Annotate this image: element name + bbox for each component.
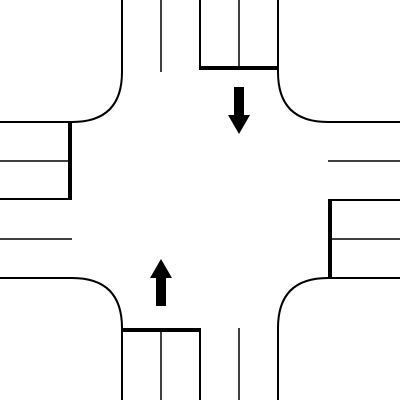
curb-northwest (0, 0, 123, 123)
east-approach (328, 160, 400, 278)
curb-northeast (277, 0, 400, 123)
north-approach (160, 0, 278, 72)
arrow-up-icon (150, 259, 172, 306)
arrow-down-icon (228, 87, 250, 134)
west-approach (0, 122, 72, 240)
south-approach (122, 328, 240, 400)
curb-southeast (277, 277, 400, 400)
curb-southwest (0, 277, 123, 400)
